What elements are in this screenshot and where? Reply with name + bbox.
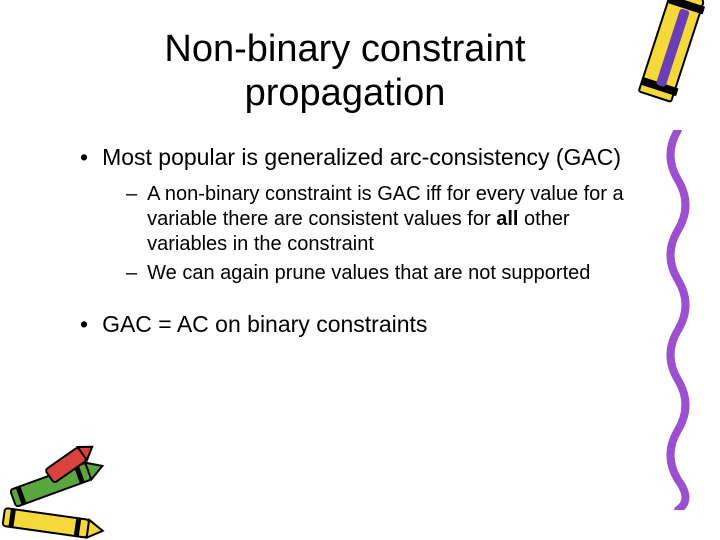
- bullet-level1: • GAC = AC on binary constraints: [80, 310, 640, 339]
- bullet-level2: – A non-binary constraint is GAC iff for…: [126, 182, 640, 257]
- crayons-decoration-bottom-left: [0, 440, 140, 540]
- crayon-decoration-top-right: [610, 0, 720, 129]
- bullet-dot-icon: •: [80, 310, 88, 339]
- crayon-stripe: [656, 8, 690, 87]
- slide-title: Non-binary constraint propagation: [60, 28, 640, 115]
- text-bold: all: [496, 208, 518, 230]
- crayon-icon: [637, 0, 705, 103]
- bullet-text: We can again prune values that are not s…: [147, 261, 590, 286]
- bullet-dash-icon: –: [126, 261, 137, 286]
- slide-container: Non-binary constraint propagation • Most…: [0, 0, 720, 540]
- bullet-level1: • Most popular is generalized arc-consis…: [80, 143, 640, 172]
- spacer: [60, 290, 640, 310]
- bullet-text: A non-binary constraint is GAC iff for e…: [147, 182, 640, 257]
- bullet-dot-icon: •: [80, 143, 88, 172]
- bullet-text: Most popular is generalized arc-consiste…: [102, 143, 621, 172]
- bullet-dash-icon: –: [126, 182, 137, 257]
- wavy-line-decoration: [658, 130, 698, 510]
- bullet-level2: – We can again prune values that are not…: [126, 261, 640, 286]
- bullet-text: GAC = AC on binary constraints: [102, 310, 427, 339]
